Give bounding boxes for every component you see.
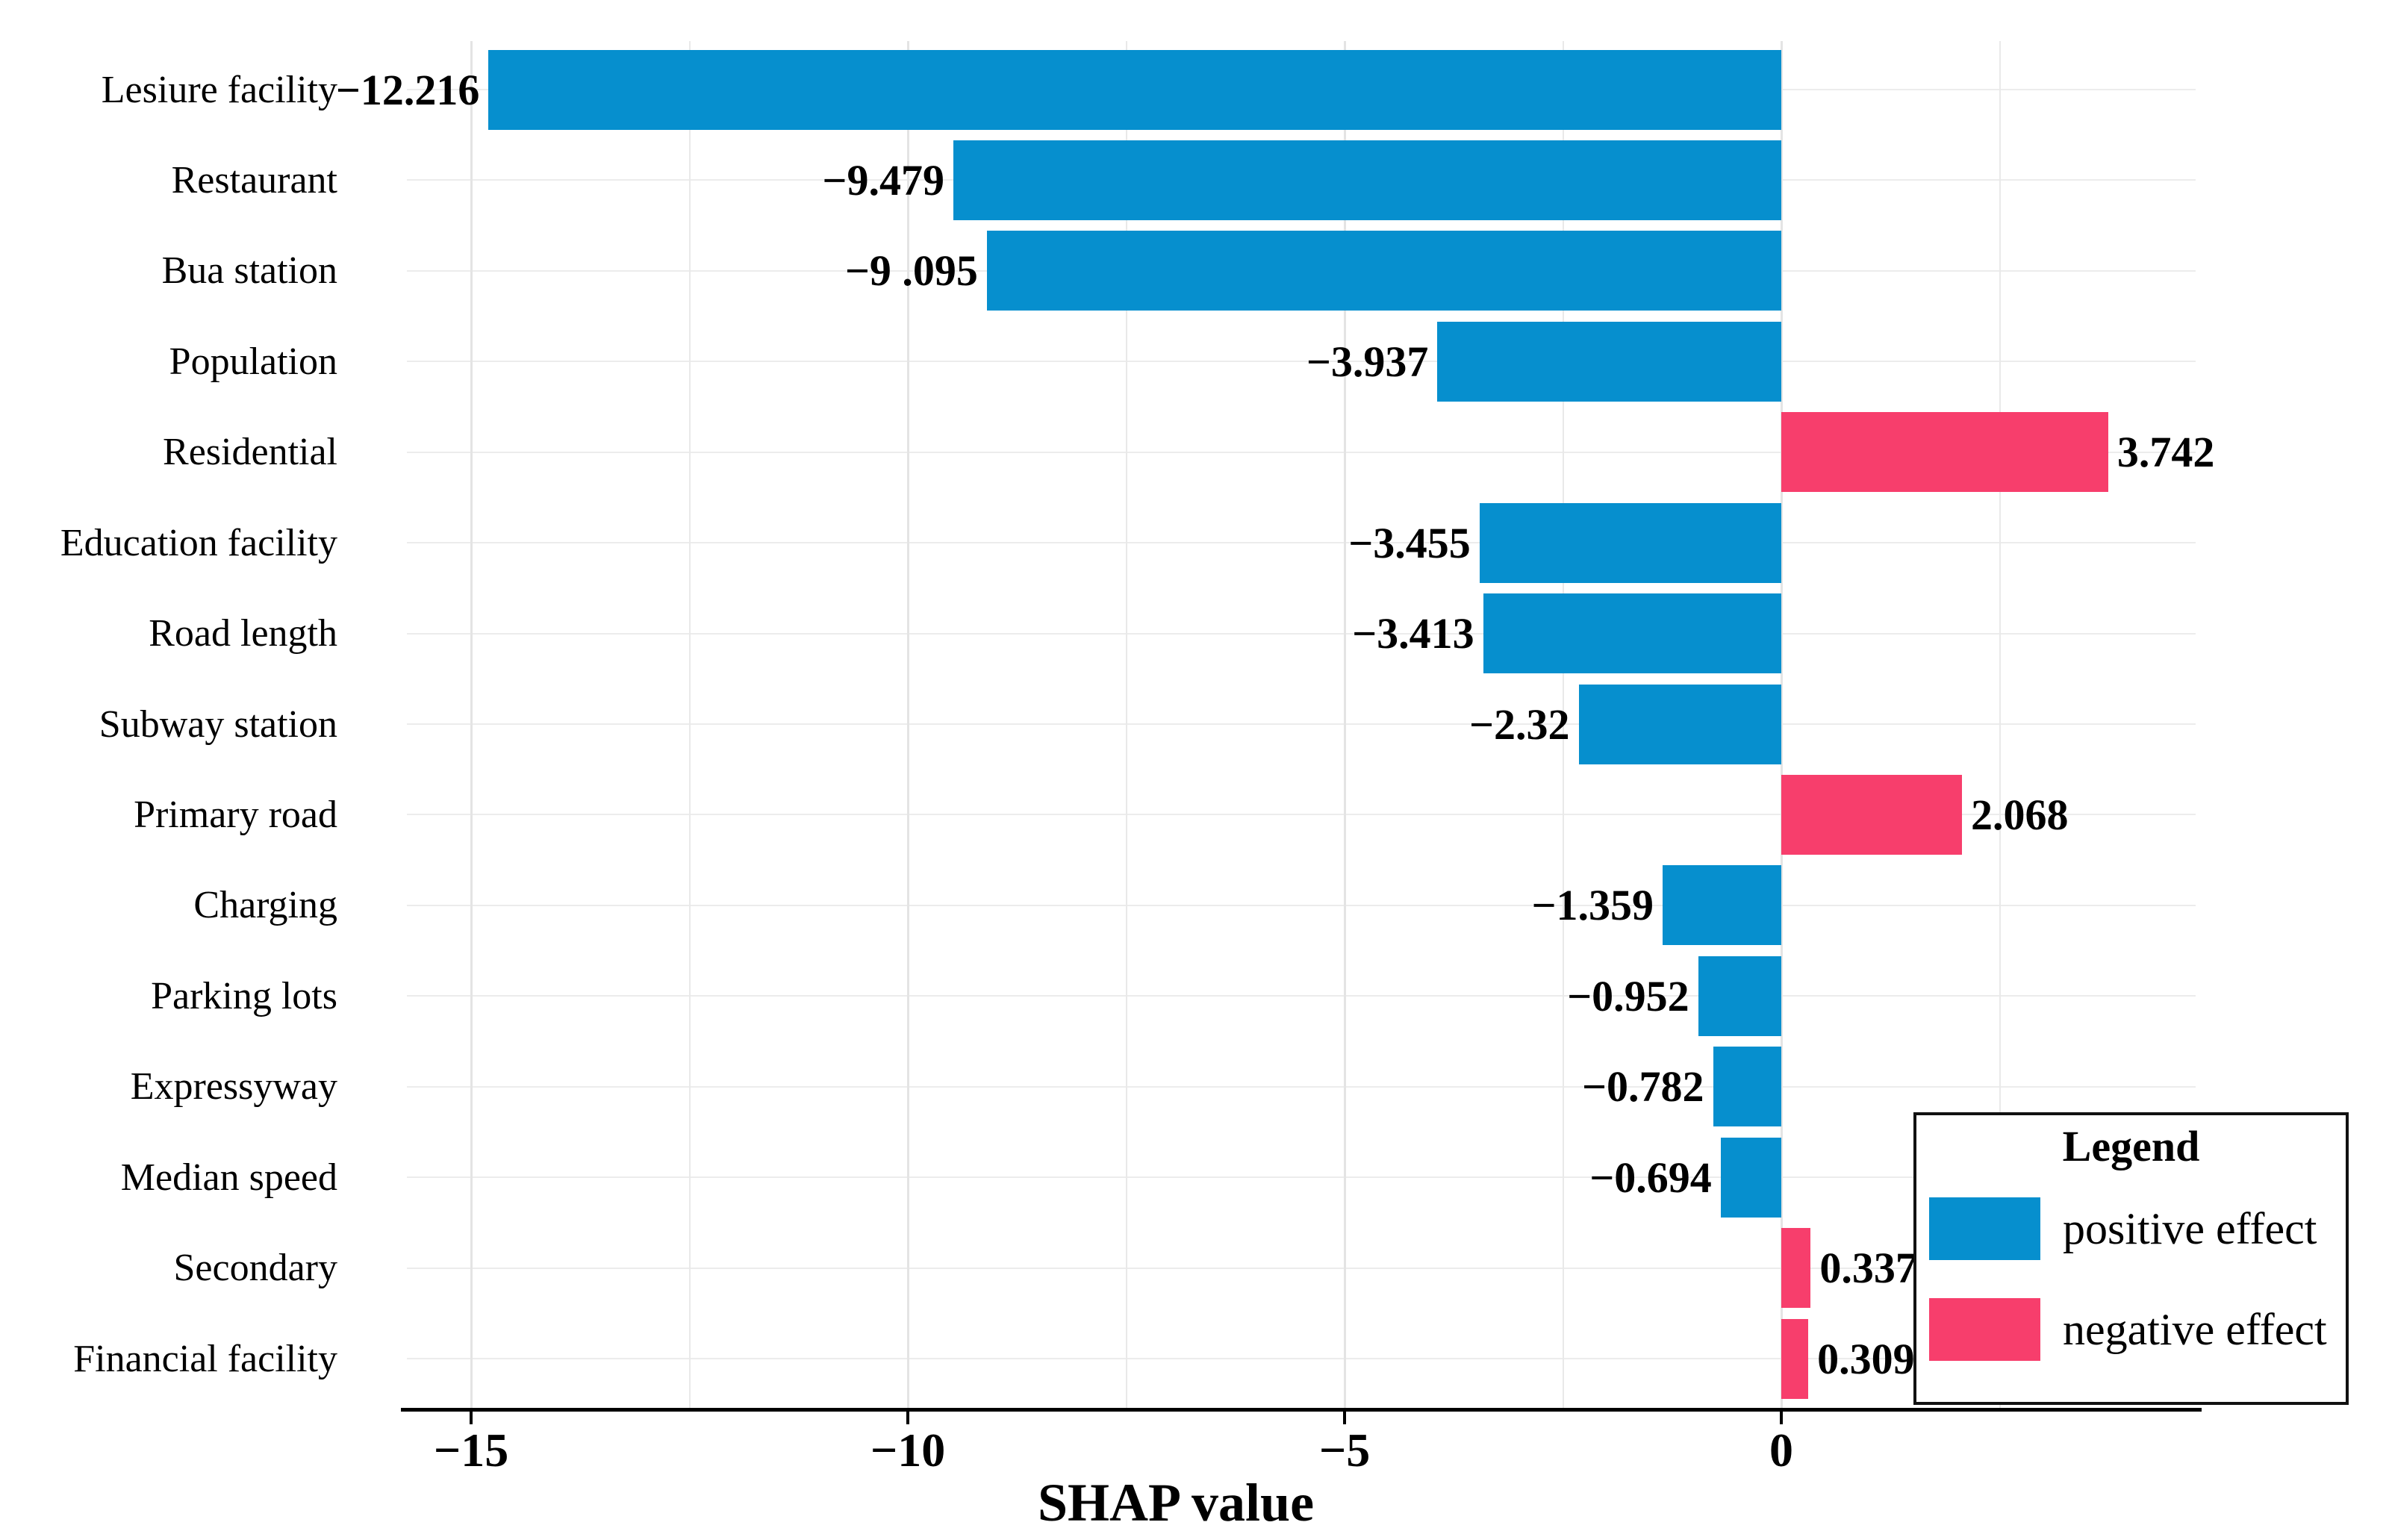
category-label-bua-station: Bua station bbox=[161, 249, 337, 293]
h-gridline-primary-road bbox=[407, 814, 2196, 816]
value-label-lesiure-facility: −12.216 bbox=[335, 65, 480, 114]
bar-education-facility bbox=[1479, 502, 1781, 583]
bar-financial-facility bbox=[1781, 1318, 1809, 1399]
h-gridline-median-speed bbox=[407, 1176, 2196, 1179]
h-gridline-residential bbox=[407, 451, 2196, 453]
h-gridline-population bbox=[407, 361, 2196, 363]
legend-label-positive-effect: positive effect bbox=[2063, 1203, 2317, 1253]
v-gridline-major bbox=[470, 41, 473, 1409]
x-axis-title: SHAP value bbox=[1037, 1473, 1315, 1533]
x-tick-mark--15 bbox=[470, 1409, 473, 1424]
category-label-financial-facility: Financial facility bbox=[73, 1337, 337, 1380]
category-label-secondary: Secondary bbox=[173, 1247, 337, 1290]
category-label-education-facility: Education facility bbox=[60, 521, 337, 564]
category-label-subway-station: Subway station bbox=[99, 702, 337, 746]
h-gridline-financial-facility bbox=[407, 1358, 2196, 1360]
bar-median-speed bbox=[1720, 1137, 1781, 1218]
x-tick-label--15: −15 bbox=[433, 1424, 509, 1477]
category-label-primary-road: Primary road bbox=[134, 793, 337, 836]
category-label-residential: Residential bbox=[163, 431, 337, 474]
value-label-education-facility: −3.455 bbox=[1348, 518, 1471, 567]
bar-bua-station bbox=[986, 231, 1781, 311]
category-label-median-speed: Median speed bbox=[120, 1156, 337, 1199]
bar-restaurant bbox=[953, 140, 1781, 220]
value-label-road-length: −3.413 bbox=[1352, 609, 1474, 658]
category-label-population: Population bbox=[169, 340, 337, 383]
value-label-subway-station: −2.32 bbox=[1469, 699, 1570, 749]
h-gridline-parking-lots bbox=[407, 995, 2196, 997]
v-gridline-major bbox=[1781, 41, 1783, 1409]
bar-parking-lots bbox=[1698, 956, 1781, 1036]
h-gridline-secondary bbox=[407, 1267, 2196, 1269]
category-label-restaurant: Restaurant bbox=[171, 158, 337, 202]
x-axis-line bbox=[401, 1408, 2202, 1412]
v-gridline-minor bbox=[1562, 41, 1564, 1409]
category-label-charging: Charging bbox=[193, 884, 337, 927]
v-gridline-minor bbox=[688, 41, 691, 1409]
x-tick-label--5: −5 bbox=[1318, 1424, 1371, 1477]
bar-road-length bbox=[1483, 593, 1781, 674]
value-label-parking-lots: −0.952 bbox=[1567, 971, 1689, 1020]
value-label-residential: 3.742 bbox=[2117, 428, 2215, 477]
legend-swatch-positive-effect bbox=[1929, 1197, 2040, 1260]
h-gridline-road-length bbox=[407, 632, 2196, 635]
legend-title: Legend bbox=[2062, 1122, 2200, 1170]
value-label-median-speed: −0.694 bbox=[1589, 1153, 1712, 1202]
value-label-bua-station: −9 .095 bbox=[844, 246, 978, 296]
bar-primary-road bbox=[1781, 774, 1962, 855]
bar-population bbox=[1437, 321, 1781, 402]
bar-secondary bbox=[1781, 1228, 1811, 1309]
v-gridline-major bbox=[1344, 41, 1346, 1409]
value-label-primary-road: 2.068 bbox=[1970, 790, 2069, 839]
v-gridline-major bbox=[907, 41, 909, 1409]
bar-lesiure-facility bbox=[488, 49, 1781, 130]
bar-residential bbox=[1781, 412, 2108, 493]
x-tick-mark--10 bbox=[906, 1409, 909, 1424]
x-tick-label--10: −10 bbox=[870, 1424, 946, 1477]
category-label-parking-lots: Parking lots bbox=[151, 974, 337, 1017]
h-gridline-expressyway bbox=[407, 1085, 2196, 1088]
bar-expressyway bbox=[1713, 1047, 1781, 1127]
category-label-road-length: Road length bbox=[149, 612, 337, 655]
h-gridline-education-facility bbox=[407, 542, 2196, 544]
legend-swatch-negative-effect bbox=[1929, 1298, 2040, 1361]
v-gridline-minor bbox=[1125, 41, 1127, 1409]
value-label-charging: −1.359 bbox=[1531, 881, 1654, 930]
value-label-secondary: 0.337 bbox=[1819, 1244, 1917, 1293]
category-label-expressyway: Expressyway bbox=[130, 1065, 337, 1109]
bar-charging bbox=[1662, 865, 1781, 946]
x-tick-mark--5 bbox=[1343, 1409, 1346, 1424]
v-gridline-minor bbox=[1999, 41, 2001, 1409]
h-gridline-charging bbox=[407, 904, 2196, 906]
value-label-expressyway: −0.782 bbox=[1581, 1062, 1704, 1112]
value-label-financial-facility: 0.309 bbox=[1817, 1334, 1915, 1383]
value-label-restaurant: −9.479 bbox=[822, 155, 944, 205]
legend-label-negative-effect: negative effect bbox=[2063, 1304, 2327, 1354]
x-tick-label-0: 0 bbox=[1769, 1424, 1793, 1477]
value-label-population: −3.937 bbox=[1306, 337, 1429, 386]
h-gridline-subway-station bbox=[407, 723, 2196, 725]
x-tick-mark-0 bbox=[1780, 1409, 1783, 1424]
bar-subway-station bbox=[1578, 684, 1781, 764]
legend: Legend positive effect negative effect bbox=[1913, 1112, 2349, 1405]
category-label-lesiure-facility: Lesiure facility bbox=[101, 68, 337, 111]
